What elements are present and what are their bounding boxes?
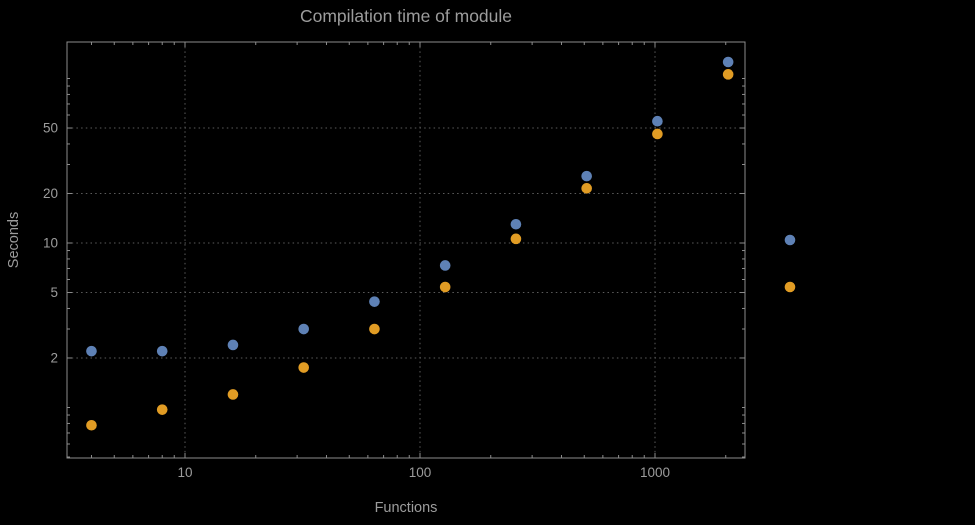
data-point [722,56,734,68]
data-point [298,323,310,335]
data-point [652,128,663,140]
plot-frame [66,41,746,459]
data-point [581,183,592,194]
chart-title: Compilation time of module [299,6,513,26]
data-point [439,260,451,271]
data-point [86,345,97,357]
data-point [510,233,522,245]
x-tick-label: 100 [409,465,432,480]
data-point [227,389,239,400]
y-tick-label: 10 [43,236,58,251]
x-axis-label: Functions [374,500,438,516]
y-tick-label: 2 [50,350,58,365]
data-point [156,404,168,415]
data-point [227,339,239,351]
data-point [86,419,97,431]
legend-marker [784,234,796,246]
data-point [439,281,451,293]
y-axis-label: Seconds [6,211,22,269]
x-tick-label: 10 [177,465,192,480]
legend-marker [784,281,796,293]
data-point [298,362,310,373]
data-point [722,69,734,80]
y-tick-label: 50 [43,121,58,136]
data-point [581,170,592,182]
y-tick-label: 20 [43,186,58,201]
data-point [156,345,168,357]
data-point [369,323,380,335]
data-point [369,296,380,307]
x-tick-label: 1000 [640,465,670,480]
data-point [652,115,663,127]
y-tick-label: 5 [50,285,58,300]
data-point [510,218,522,230]
